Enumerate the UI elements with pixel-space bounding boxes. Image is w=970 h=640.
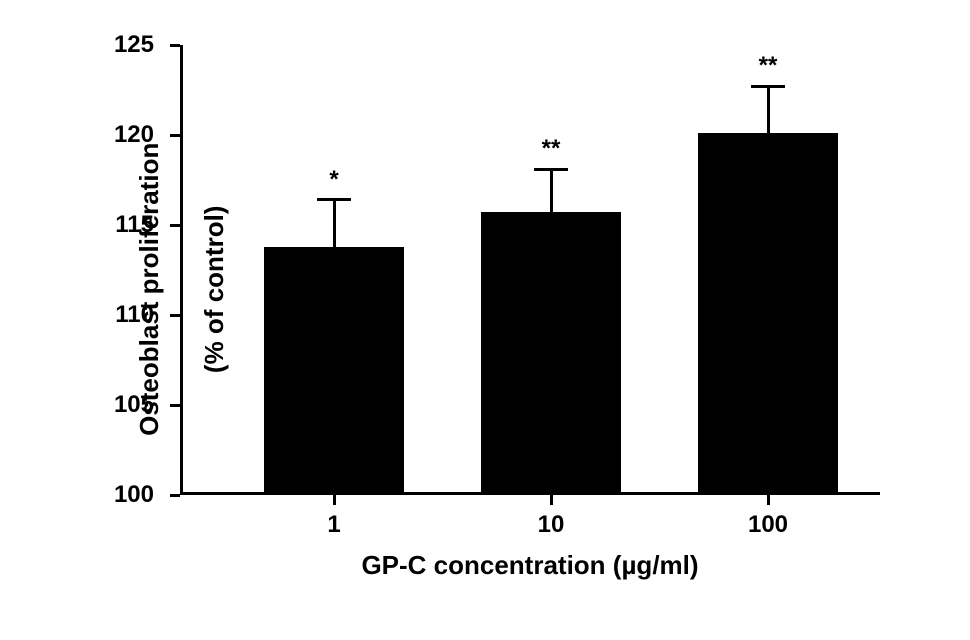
y-tick-mark: [170, 404, 180, 407]
x-tick-label: 10: [538, 511, 565, 539]
y-tick-mark: [170, 314, 180, 317]
bar-chart: Osteoblast proliferation (% of control) …: [0, 0, 970, 640]
y-tick-label: 120: [74, 121, 154, 149]
error-bar-cap: [534, 168, 568, 171]
y-tick-mark: [170, 44, 180, 47]
error-bar-line: [767, 86, 770, 133]
y-tick-mark: [170, 134, 180, 137]
y-tick-label: 125: [74, 31, 154, 59]
bar: [698, 133, 838, 495]
error-bar-cap: [317, 198, 351, 201]
x-axis-label: GP-C concentration (µg/ml): [180, 550, 880, 581]
error-bar-line: [550, 169, 553, 212]
x-tick-label: 1: [327, 511, 340, 539]
x-tick-label: 100: [748, 511, 788, 539]
error-bar-line: [333, 200, 336, 247]
x-tick-mark: [550, 495, 553, 505]
x-tick-mark: [767, 495, 770, 505]
significance-marker: *: [329, 166, 338, 194]
x-tick-mark: [333, 495, 336, 505]
significance-marker: **: [759, 52, 778, 80]
y-tick-label: 110: [74, 301, 154, 329]
y-tick-label: 100: [74, 481, 154, 509]
bar: [481, 212, 621, 495]
significance-marker: **: [542, 135, 561, 163]
y-tick-mark: [170, 494, 180, 497]
bar: [264, 247, 404, 495]
plot-area: 100105110115120125*1**10**100: [180, 45, 880, 495]
y-tick-label: 105: [74, 391, 154, 419]
y-tick-label: 115: [74, 211, 154, 239]
error-bar-cap: [751, 85, 785, 88]
y-axis-line: [180, 45, 183, 495]
y-tick-mark: [170, 224, 180, 227]
